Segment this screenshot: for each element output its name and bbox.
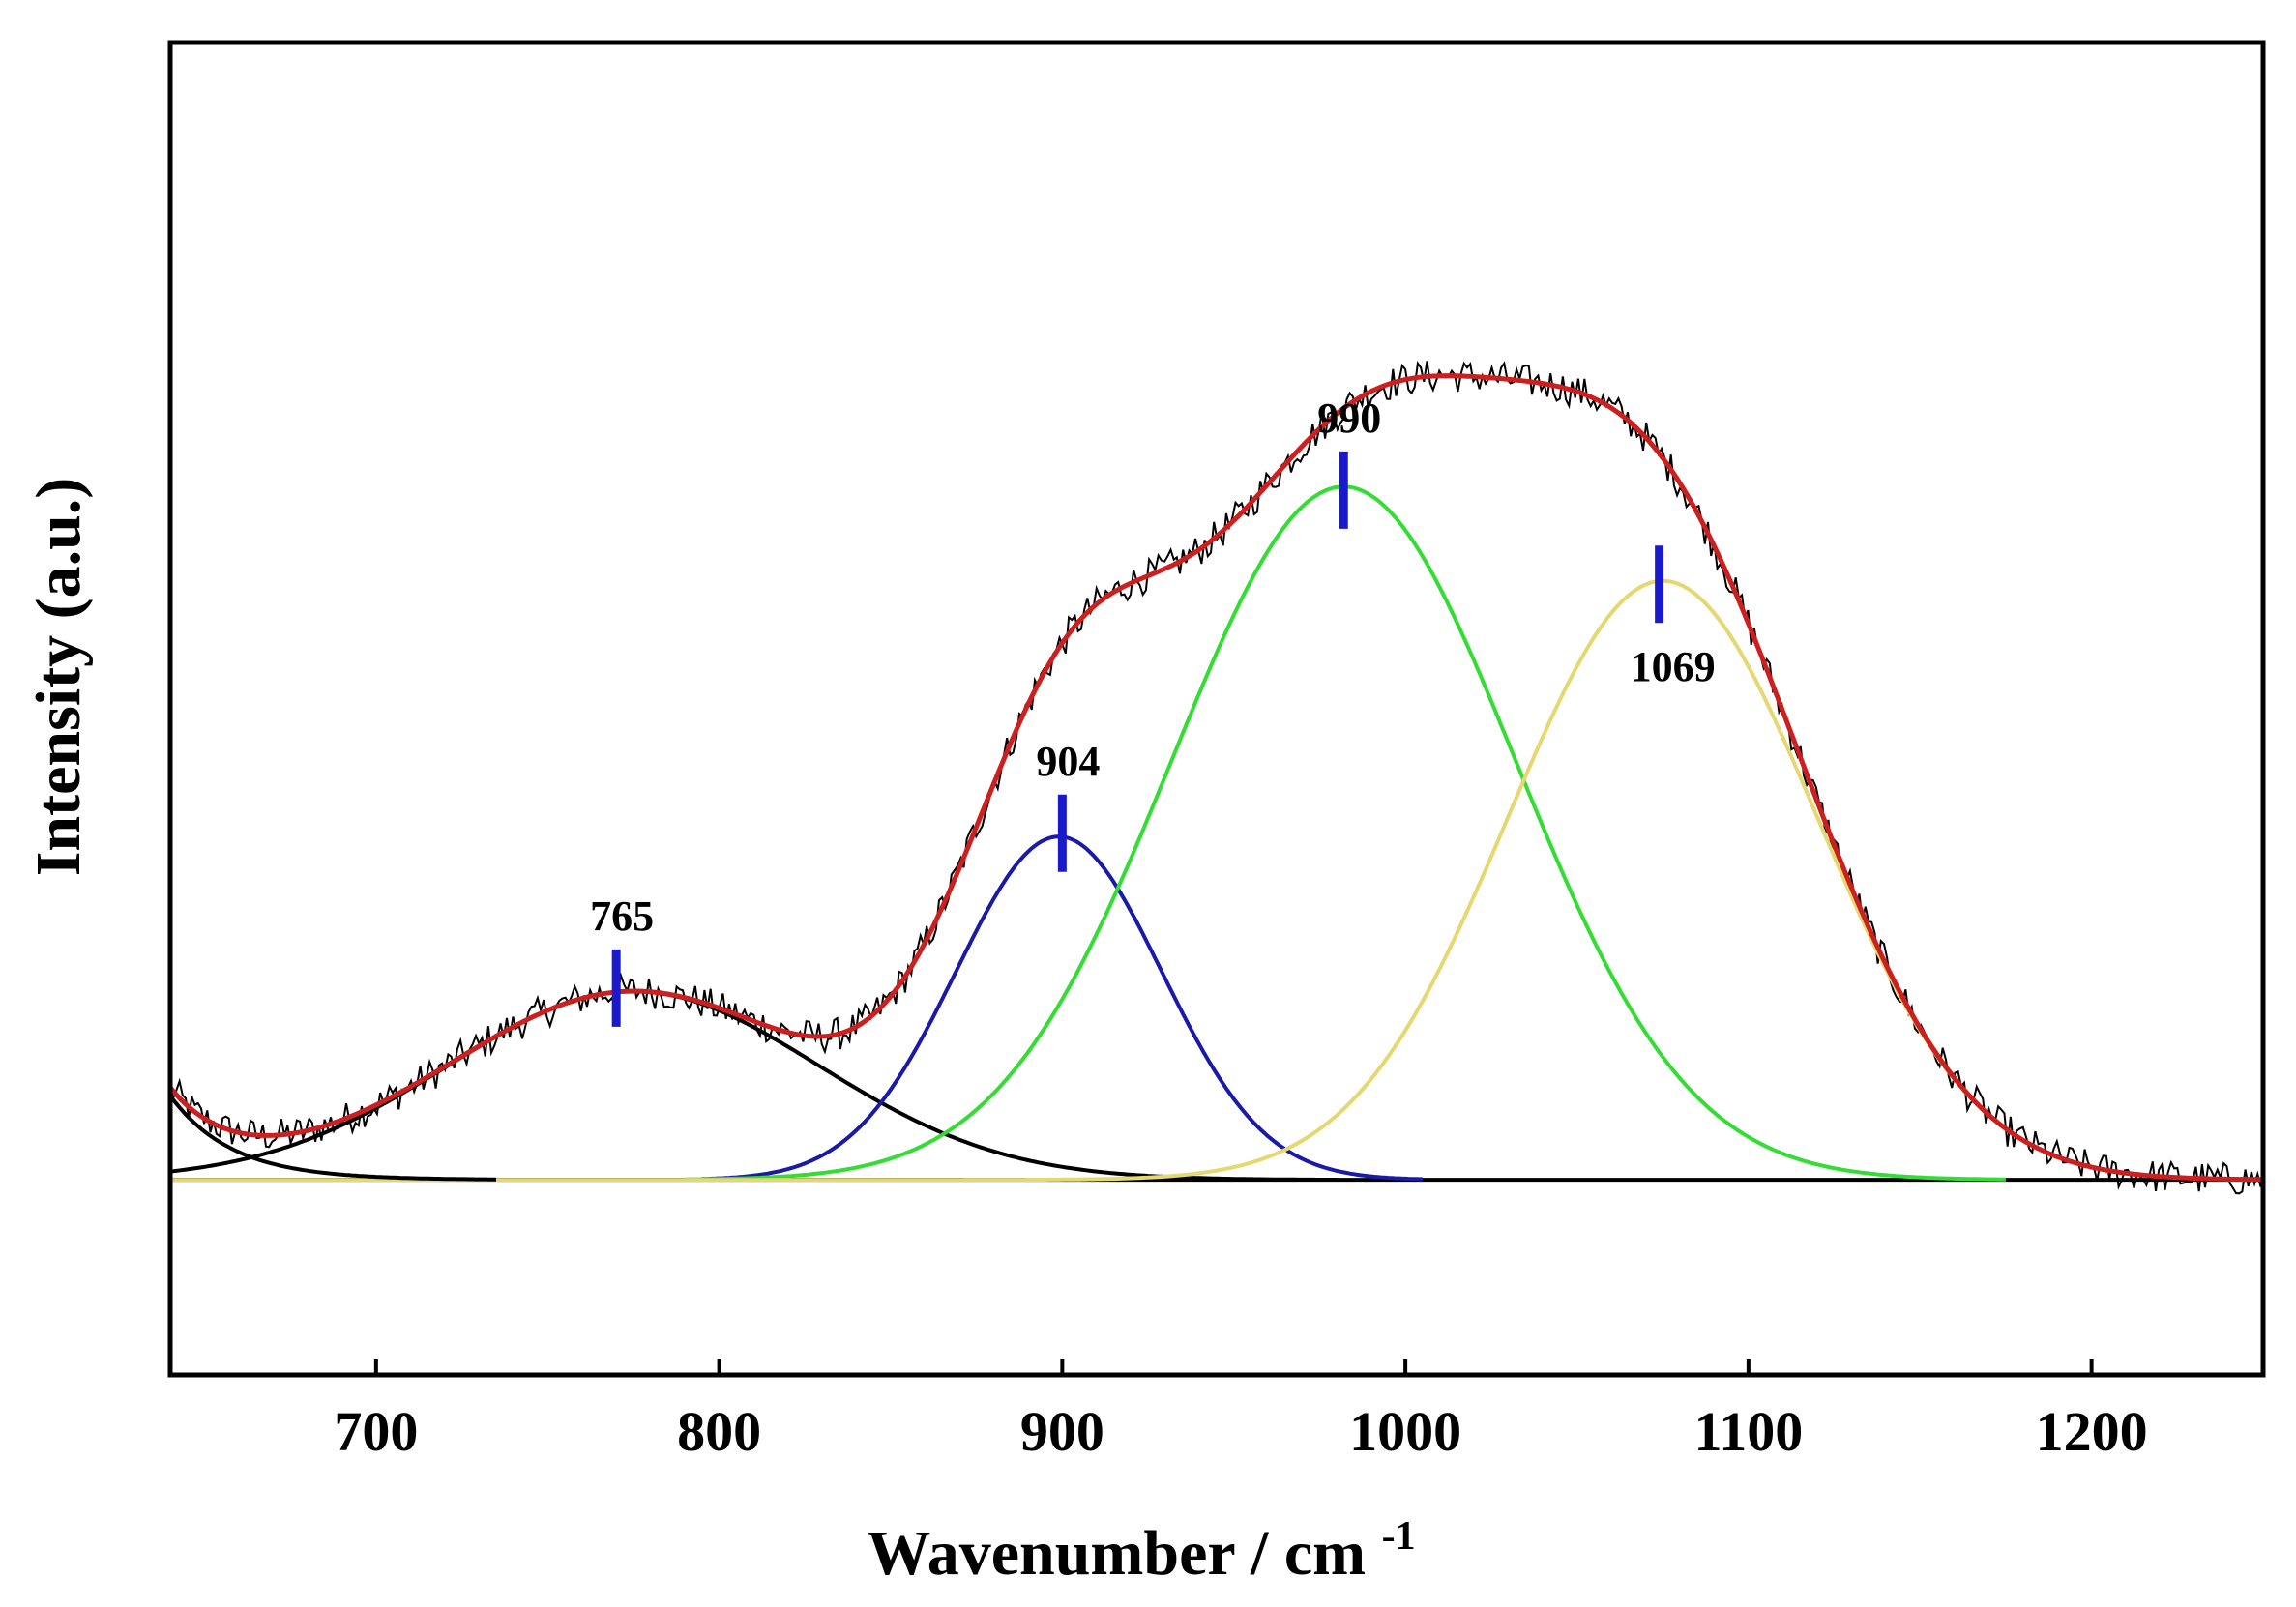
x-tick-label-900: 900 [1020, 1400, 1104, 1463]
peak-label-765: 765 [590, 892, 654, 940]
component-5-curve [170, 1095, 496, 1182]
x-axis-title-superscript: -1 [1382, 1514, 1416, 1559]
peak-markers: 765 904 990 1069 [590, 394, 1716, 1027]
component-3-curve [685, 484, 2006, 1182]
x-axis-title: Wavenumber / cm -1 [867, 1514, 1415, 1589]
fit-curve [170, 373, 2263, 1183]
x-tick-label-1200: 1200 [2036, 1400, 2148, 1463]
peak-label-904: 904 [1036, 738, 1100, 785]
x-tick-label-700: 700 [334, 1400, 418, 1463]
component-2-curve [701, 834, 1423, 1182]
x-axis-title-main: Wavenumber / cm [867, 1518, 1366, 1589]
peak-label-1069: 1069 [1631, 643, 1716, 690]
component-4-curve [170, 578, 2263, 1183]
plot-frame [167, 40, 2266, 1378]
x-tick-label-800: 800 [677, 1400, 761, 1463]
y-axis-title: Intensity (a.u.) [23, 478, 94, 877]
plot-area [170, 361, 2263, 1195]
component-1-curve [170, 989, 1338, 1182]
x-tick-label-1100: 1100 [1693, 1400, 1803, 1463]
peak-label-990: 990 [1317, 394, 1381, 442]
x-axis: 700 800 900 1000 1100 1200 [334, 1359, 2148, 1463]
x-tick-label-1000: 1000 [1349, 1400, 1461, 1463]
